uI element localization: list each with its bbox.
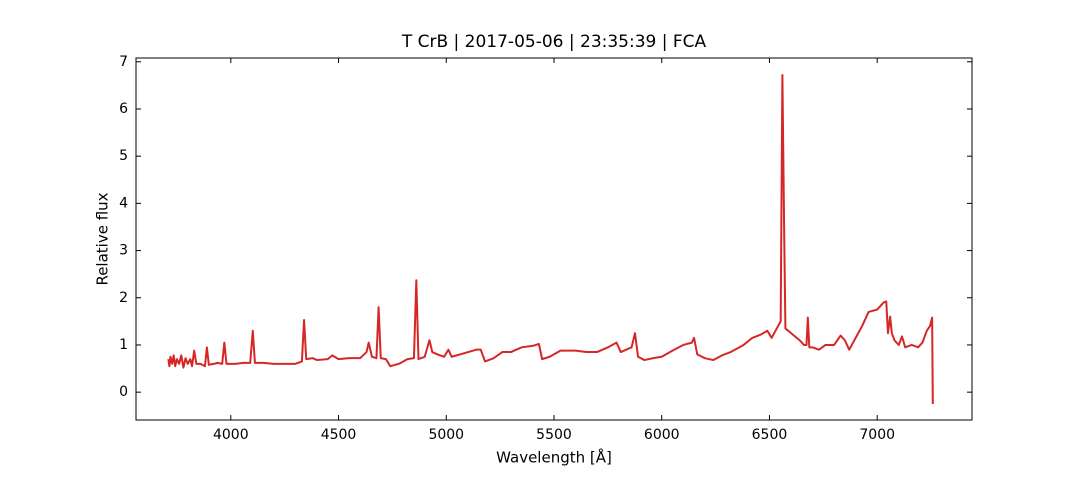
y-tick-label: 0: [119, 384, 128, 400]
chart-title: T CrB | 2017-05-06 | 23:35:39 | FCA: [401, 32, 707, 52]
x-tick-label: 4000: [213, 427, 249, 443]
y-tick-label: 1: [119, 337, 128, 353]
y-tick-label: 6: [119, 101, 128, 117]
x-tick-label: 6000: [644, 427, 680, 443]
y-tick-label: 7: [119, 54, 128, 70]
y-tick-label: 2: [119, 290, 128, 306]
plot-frame: [135, 57, 973, 421]
x-tick-label: 5500: [536, 427, 572, 443]
x-axis-label: Wavelength [Å]: [496, 448, 612, 467]
y-tick-label: 5: [119, 148, 128, 164]
spectrum-line: [167, 73, 934, 404]
y-axis-label: Relative flux: [94, 192, 112, 285]
x-tick-label: 7000: [859, 427, 895, 443]
y-tick-label: 4: [119, 195, 128, 211]
y-tick-label: 3: [119, 243, 128, 259]
x-tick-label: 5000: [428, 427, 464, 443]
x-tick-label: 4500: [321, 427, 357, 443]
x-tick-label: 6500: [752, 427, 788, 443]
